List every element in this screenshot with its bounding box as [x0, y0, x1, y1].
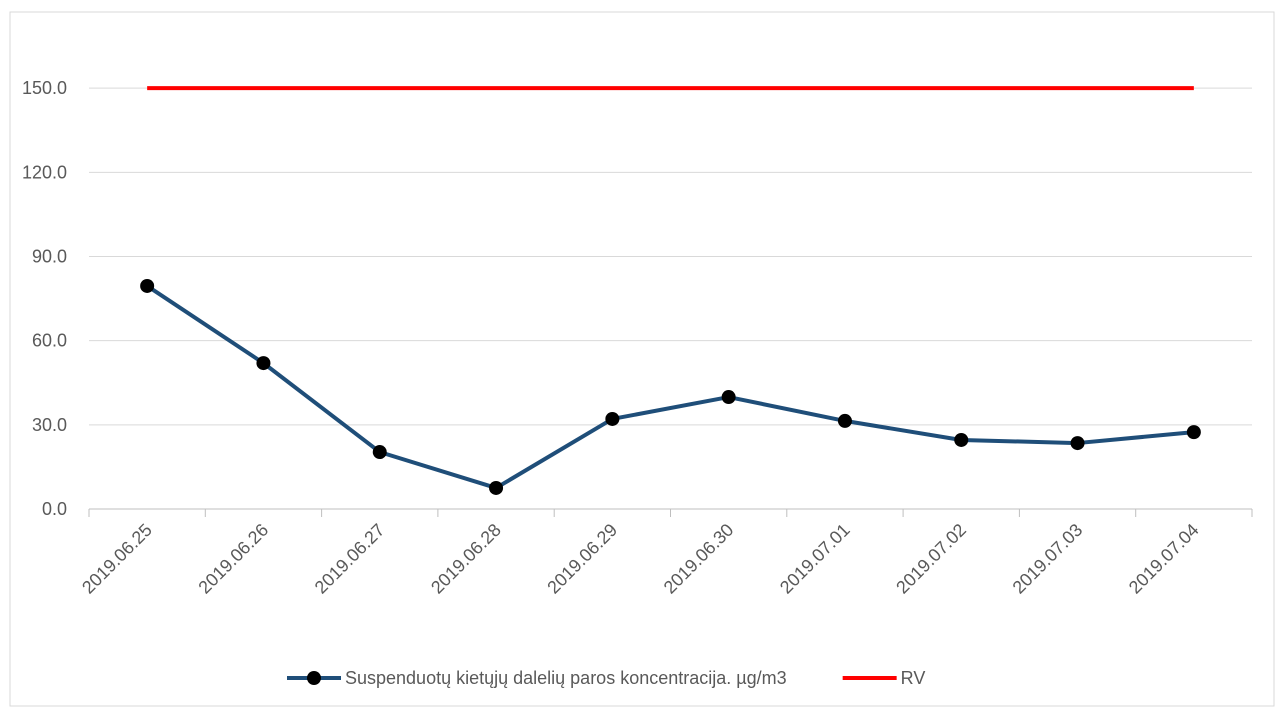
y-tick-label: 30.0 [32, 415, 67, 435]
data-point [140, 278, 155, 293]
data-point [721, 390, 736, 405]
series-line [146, 284, 1195, 490]
legend-marker [307, 671, 321, 685]
data-point [954, 432, 969, 447]
data-point [1186, 425, 1201, 440]
y-tick-label: 150.0 [22, 78, 67, 98]
data-point [605, 411, 620, 426]
y-tick-label: 120.0 [22, 162, 67, 182]
y-tick-label: 0.0 [42, 499, 67, 519]
data-point [1070, 436, 1085, 451]
data-point [372, 445, 387, 460]
data-point [256, 356, 271, 371]
legend-label: RV [901, 668, 926, 688]
data-point [489, 480, 504, 495]
y-tick-label: 90.0 [32, 247, 67, 267]
y-tick-label: 60.0 [32, 331, 67, 351]
legend-label: Suspenduotų kietųjų dalelių paros koncen… [345, 668, 787, 688]
data-point [837, 413, 852, 428]
chart-frame [9, 11, 1275, 707]
